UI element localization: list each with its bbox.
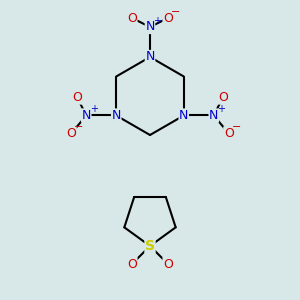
Text: +: +: [217, 104, 225, 115]
Text: N: N: [145, 20, 155, 34]
Text: S: S: [145, 239, 155, 253]
Text: O: O: [66, 127, 76, 140]
Text: O: O: [224, 127, 234, 140]
Text: +: +: [90, 104, 98, 115]
Text: N: N: [179, 109, 188, 122]
Text: N: N: [112, 109, 121, 122]
Text: O: O: [163, 257, 173, 271]
Text: O: O: [218, 91, 228, 104]
Text: +: +: [154, 16, 161, 26]
Text: −: −: [232, 122, 241, 133]
Text: O: O: [127, 257, 137, 271]
Text: O: O: [127, 11, 137, 25]
Text: −: −: [74, 122, 83, 133]
Text: O: O: [72, 91, 82, 104]
Text: N: N: [209, 109, 218, 122]
Text: −: −: [171, 7, 180, 17]
Text: O: O: [163, 11, 173, 25]
Text: N: N: [82, 109, 91, 122]
Text: N: N: [145, 50, 155, 64]
